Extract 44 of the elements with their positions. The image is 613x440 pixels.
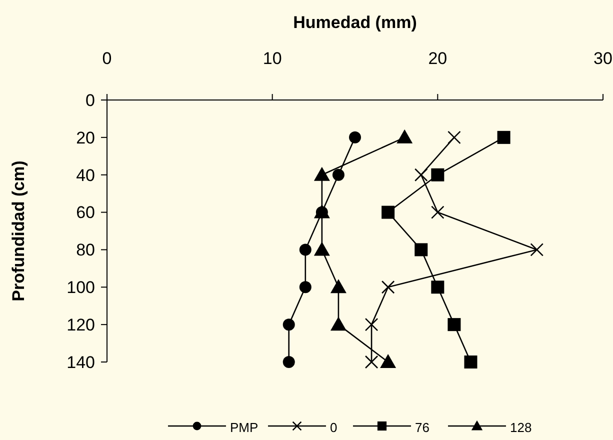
point bbox=[431, 280, 444, 294]
y-axis-title: Profundidad (cm) bbox=[9, 160, 28, 302]
point bbox=[396, 129, 413, 144]
point bbox=[448, 130, 461, 144]
legend-label: PMP bbox=[230, 420, 258, 435]
y-tick-label: 120 bbox=[66, 316, 95, 335]
x-tick-label: 0 bbox=[102, 49, 112, 68]
y-tick-label: 40 bbox=[76, 166, 95, 185]
legend-label: 0 bbox=[330, 420, 338, 435]
x-tick-label: 30 bbox=[594, 49, 612, 68]
point bbox=[314, 166, 330, 181]
point bbox=[282, 318, 295, 331]
x-axis-title: Humedad (mm) bbox=[293, 13, 417, 32]
y-tick-label: 100 bbox=[66, 278, 95, 298]
point bbox=[414, 243, 428, 256]
point bbox=[464, 356, 478, 368]
y-tick-label: 0 bbox=[86, 90, 95, 110]
point bbox=[282, 356, 295, 368]
point bbox=[382, 206, 395, 219]
point bbox=[299, 244, 312, 256]
point bbox=[299, 281, 312, 294]
point bbox=[349, 131, 361, 144]
y-tick-label: 80 bbox=[76, 240, 95, 260]
y-tick-label: 60 bbox=[76, 203, 95, 222]
point bbox=[530, 243, 544, 256]
point bbox=[381, 280, 395, 294]
point bbox=[380, 354, 396, 368]
point bbox=[330, 316, 346, 331]
legend-label: 128 bbox=[510, 420, 532, 435]
point bbox=[364, 355, 378, 369]
x-tick-label: 20 bbox=[428, 49, 448, 68]
point bbox=[448, 318, 461, 332]
point bbox=[364, 318, 378, 332]
point bbox=[431, 206, 444, 219]
x-tick-label: 10 bbox=[262, 49, 282, 68]
point bbox=[431, 168, 444, 182]
point bbox=[330, 279, 346, 294]
point bbox=[314, 242, 330, 256]
point bbox=[332, 168, 344, 181]
legend-label: 76 bbox=[415, 420, 430, 435]
y-tick-label: 140 bbox=[66, 352, 95, 372]
y-tick-label: 20 bbox=[76, 128, 95, 148]
point bbox=[497, 130, 510, 144]
point bbox=[414, 168, 428, 182]
